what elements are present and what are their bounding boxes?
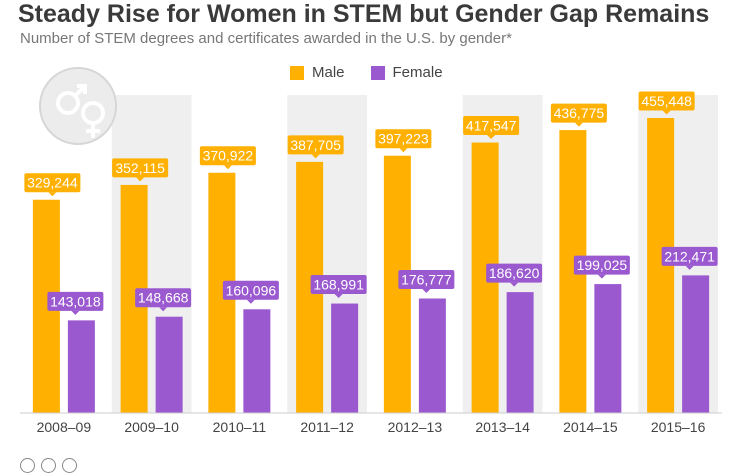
data-label-male: 352,115	[112, 158, 169, 182]
data-label-male-text: 329,244	[27, 175, 78, 191]
data-label-male-box	[463, 116, 520, 136]
data-label-male-box	[24, 173, 81, 193]
data-label-female-box	[661, 246, 718, 266]
x-axis-tick-labels: 2008–09 2009–10 2010–11 2011–12 2012–13 2013–…	[37, 419, 706, 435]
data-label-female-box	[135, 288, 192, 308]
data-label-female-pointer	[685, 265, 694, 270]
data-label-male-pointer	[487, 135, 496, 140]
data-label-female-pointer	[597, 274, 606, 279]
data-label-female: 199,025	[573, 255, 630, 279]
data-label-male-text: 387,705	[290, 137, 341, 153]
data-label-male: 455,448	[638, 91, 695, 115]
data-label-male-box	[199, 146, 256, 166]
data-label-female: 186,620	[486, 263, 543, 287]
bar-female	[243, 309, 271, 413]
data-label-female-box	[573, 255, 630, 275]
data-label-male-text: 370,922	[203, 148, 254, 164]
data-label-male-text: 455,448	[641, 93, 692, 109]
data-label-female-text: 212,471	[664, 248, 715, 264]
legend-label-female: Female	[392, 64, 443, 81]
data-label-male: 370,922	[199, 146, 256, 170]
data-label-female: 168,991	[310, 275, 367, 299]
bar-female	[506, 292, 534, 413]
male-female-symbols-icon	[39, 67, 117, 145]
data-label-male-pointer	[136, 177, 145, 182]
data-label-female-text: 176,777	[401, 271, 452, 287]
data-labels: 329,244 143,018 352,115 148,668 370,922 160,0…	[24, 91, 718, 315]
bar-female	[418, 298, 446, 413]
data-label-male-text: 417,547	[466, 118, 517, 134]
bar-female	[594, 284, 622, 413]
data-label-female: 148,668	[135, 288, 192, 312]
data-label-male-pointer	[574, 122, 583, 127]
x-tick-label: 2011–12	[300, 419, 354, 435]
chart-subtitle: Number of STEM degrees and certificates …	[20, 30, 512, 47]
legend: Male Female	[290, 64, 443, 81]
data-label-male: 417,547	[463, 116, 520, 140]
creative-commons-icon	[20, 458, 35, 473]
data-label-male-pointer	[48, 192, 57, 197]
data-label-female-text: 186,620	[489, 265, 540, 281]
no-derivatives-icon	[62, 458, 77, 473]
data-label-male-text: 397,223	[378, 131, 429, 147]
bar-female	[331, 303, 359, 413]
data-label-male-pointer	[223, 165, 232, 170]
data-label-female-text: 160,096	[226, 282, 277, 298]
x-tick-label: 2010–11	[213, 419, 267, 435]
data-label-male-pointer	[311, 154, 320, 159]
data-label-male-box	[375, 129, 432, 149]
data-label-female-text: 168,991	[313, 277, 364, 293]
x-tick-label: 2014–15	[563, 419, 618, 435]
data-label-male: 387,705	[287, 135, 344, 159]
legend-swatch-male	[290, 65, 304, 80]
x-tick-label: 2009–10	[124, 419, 179, 435]
data-label-female: 160,096	[222, 280, 279, 304]
data-label-male: 329,244	[24, 173, 81, 197]
legend-item-male: Male	[290, 64, 345, 81]
data-label-male-text: 436,775	[554, 105, 605, 121]
data-label-female: 212,471	[661, 246, 718, 270]
bar-female	[682, 275, 710, 413]
data-label-female-pointer	[71, 310, 80, 315]
x-tick-label: 2012–13	[388, 419, 443, 435]
data-label-female-box	[398, 269, 455, 289]
data-label-male: 397,223	[375, 129, 432, 153]
data-label-female-text: 143,018	[50, 293, 101, 309]
x-tick-label: 2013–14	[475, 419, 530, 435]
data-label-female-pointer	[246, 299, 255, 304]
data-label-female-box	[310, 275, 367, 295]
data-label-female-pointer	[334, 294, 343, 299]
bar-female	[155, 316, 183, 413]
data-label-male-pointer	[662, 110, 671, 115]
chart-title: Steady Rise for Women in STEM but Gender…	[18, 0, 710, 28]
attribution-icon	[41, 458, 56, 473]
bar-female	[67, 320, 95, 413]
data-label-male: 436,775	[550, 103, 607, 127]
data-label-female-text: 199,025	[577, 257, 628, 273]
data-label-male-text: 352,115	[115, 160, 165, 176]
footer-license-icons	[20, 458, 77, 473]
legend-label-male: Male	[312, 64, 345, 81]
data-label-female-text: 148,668	[138, 290, 189, 306]
x-tick-label: 2015–16	[651, 419, 706, 435]
data-label-female: 143,018	[47, 291, 104, 315]
data-label-female-box	[222, 280, 279, 300]
legend-swatch-female	[370, 65, 385, 80]
data-label-male-box	[287, 135, 344, 155]
bars	[32, 118, 710, 413]
data-label-male-box	[638, 91, 695, 111]
data-label-male-pointer	[399, 148, 408, 153]
data-label-female-pointer	[422, 288, 431, 293]
legend-item-female: Female	[370, 64, 443, 81]
data-label-male-box	[550, 103, 607, 123]
data-label-female-pointer	[510, 282, 519, 287]
x-tick-label: 2008–09	[37, 419, 92, 435]
data-label-female-box	[486, 263, 543, 283]
data-label-female-pointer	[159, 307, 168, 312]
data-label-female-box	[47, 291, 104, 311]
data-label-male-box	[112, 158, 169, 178]
data-label-female: 176,777	[398, 269, 455, 293]
